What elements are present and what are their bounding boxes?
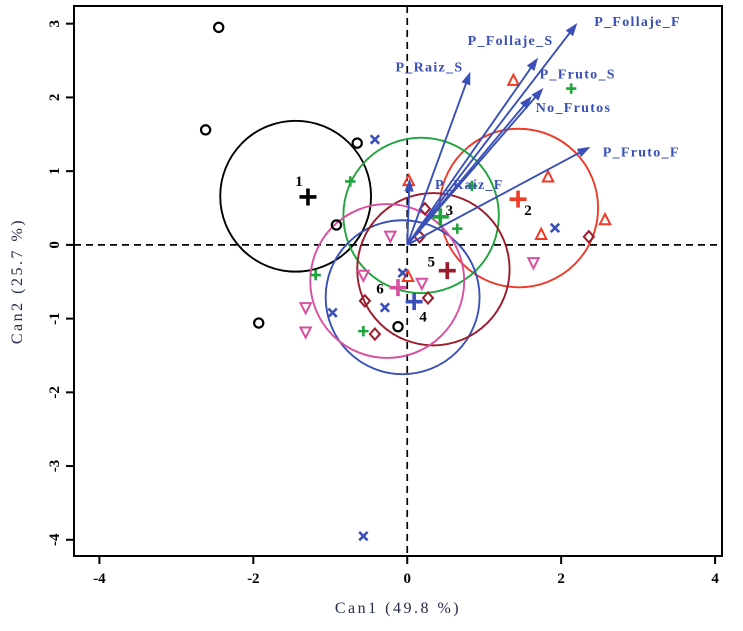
centroid-3-cross xyxy=(431,208,449,226)
point-triangle-down xyxy=(356,269,371,284)
centroid-2-number: 2 xyxy=(524,203,532,219)
point-plus xyxy=(310,269,321,281)
centroid-6-cross xyxy=(389,279,407,297)
vector-shaft xyxy=(406,188,411,245)
vector-label: P_Follaje_S xyxy=(468,34,554,49)
centroid-6-number: 6 xyxy=(376,282,384,298)
point-circle-open xyxy=(351,137,363,149)
vector-label: P_Follaje_F xyxy=(594,15,681,30)
group-5-circle xyxy=(356,192,511,347)
point-circle-open xyxy=(199,124,212,136)
point-plus xyxy=(466,180,478,192)
vector-arrowhead xyxy=(520,95,532,109)
point-diamond-open xyxy=(358,293,372,309)
point-x xyxy=(369,134,381,145)
point-triangle-down xyxy=(526,257,541,271)
centroid-1-number: 1 xyxy=(295,174,303,190)
vector-arrowhead xyxy=(526,57,539,71)
y-axis-title: Can2 (25.7 %) xyxy=(9,218,26,344)
group-3-points xyxy=(310,83,577,337)
point-diamond-open xyxy=(582,229,596,244)
x-tick-label: -4 xyxy=(93,571,106,587)
point-plus xyxy=(565,83,577,94)
group-1-circle xyxy=(219,119,373,273)
point-diamond-open xyxy=(368,326,382,342)
group-4-points xyxy=(327,134,561,542)
point-triangle-up xyxy=(541,169,555,183)
y-tick-label: -3 xyxy=(47,460,63,473)
y-tick-label: -4 xyxy=(47,533,63,546)
point-plus xyxy=(358,325,369,337)
plot-border xyxy=(73,5,723,557)
vector-shaft xyxy=(406,103,527,246)
group-6-points xyxy=(298,230,541,340)
point-triangle-down xyxy=(415,277,429,292)
x-axis-title: Can1 (49.8 %) xyxy=(335,600,461,617)
vector-shaft xyxy=(406,65,534,246)
point-triangle-down xyxy=(298,302,313,316)
y-tick-label: -2 xyxy=(47,386,63,399)
point-x xyxy=(379,302,391,313)
centroid-5-cross xyxy=(438,262,456,280)
y-tick-label: -1 xyxy=(47,312,63,325)
vector-label: P_Fruto_S xyxy=(540,67,616,82)
point-triangle-down xyxy=(298,326,313,340)
point-triangle-up xyxy=(598,211,612,226)
group-4-circle xyxy=(324,219,481,376)
data-points xyxy=(199,21,612,542)
point-circle-open xyxy=(392,321,404,333)
centroid-1-cross xyxy=(299,188,317,206)
vector-shaft xyxy=(406,150,583,246)
point-x xyxy=(327,307,338,318)
group-2-circle xyxy=(438,127,600,289)
point-circle-open xyxy=(330,219,343,231)
centroid-5-number: 5 xyxy=(428,255,436,271)
axes: -4 -2 0 2 4 3 2 1 0 -1 -2 -3 -4 Can1 (49.8 %) Can2 (25… xyxy=(9,20,719,617)
x-tick-label: -2 xyxy=(247,571,260,587)
group-1-points xyxy=(199,21,404,333)
group-circles xyxy=(219,119,600,376)
point-x xyxy=(358,530,369,542)
y-tick-label: 3 xyxy=(47,20,63,28)
centroid-2-cross xyxy=(509,190,527,208)
point-triangle-up xyxy=(506,72,521,86)
centroid-3-number: 3 xyxy=(446,203,454,219)
vector-arrowhead xyxy=(531,87,544,101)
point-x xyxy=(397,267,408,279)
y-tick-label: 0 xyxy=(47,241,63,249)
centroid-4-number: 4 xyxy=(419,310,427,326)
point-x xyxy=(549,222,561,234)
vector-label: P_Raiz_S xyxy=(395,61,463,76)
x-tick-label: 0 xyxy=(403,571,411,587)
vector-label: P_Raíz_F xyxy=(435,178,504,193)
point-triangle-up xyxy=(534,226,548,240)
centroid-4-cross xyxy=(405,293,423,311)
group-6-circle xyxy=(309,203,466,359)
vector-arrowhead xyxy=(404,178,414,192)
point-plus xyxy=(345,176,356,187)
vector-label: P_Fruto_F xyxy=(603,145,680,160)
vector-label: No_Frutos xyxy=(536,101,611,116)
point-plus xyxy=(452,223,463,234)
point-circle-open xyxy=(253,317,265,329)
vector-arrowhead xyxy=(461,71,471,86)
vector-shaft xyxy=(406,80,468,246)
vector-arrowhead xyxy=(565,22,578,37)
vector-arrowhead xyxy=(576,146,591,158)
point-circle-open xyxy=(212,21,225,34)
group-centroids: 1 2 3 4 5 6 xyxy=(295,174,532,326)
group-3-circle xyxy=(342,136,500,295)
structure-vectors: P_Follaje_F P_Follaje_S P_Raiz_S P_Fruto_S N… xyxy=(395,15,681,246)
y-tick-label: 1 xyxy=(47,167,63,175)
point-triangle-down xyxy=(383,230,398,245)
x-tick-label: 2 xyxy=(557,571,565,587)
vector-shaft xyxy=(406,30,572,246)
point-diamond-open xyxy=(421,290,435,306)
y-tick-label: 2 xyxy=(47,94,63,102)
x-tick-label: 4 xyxy=(711,571,719,587)
